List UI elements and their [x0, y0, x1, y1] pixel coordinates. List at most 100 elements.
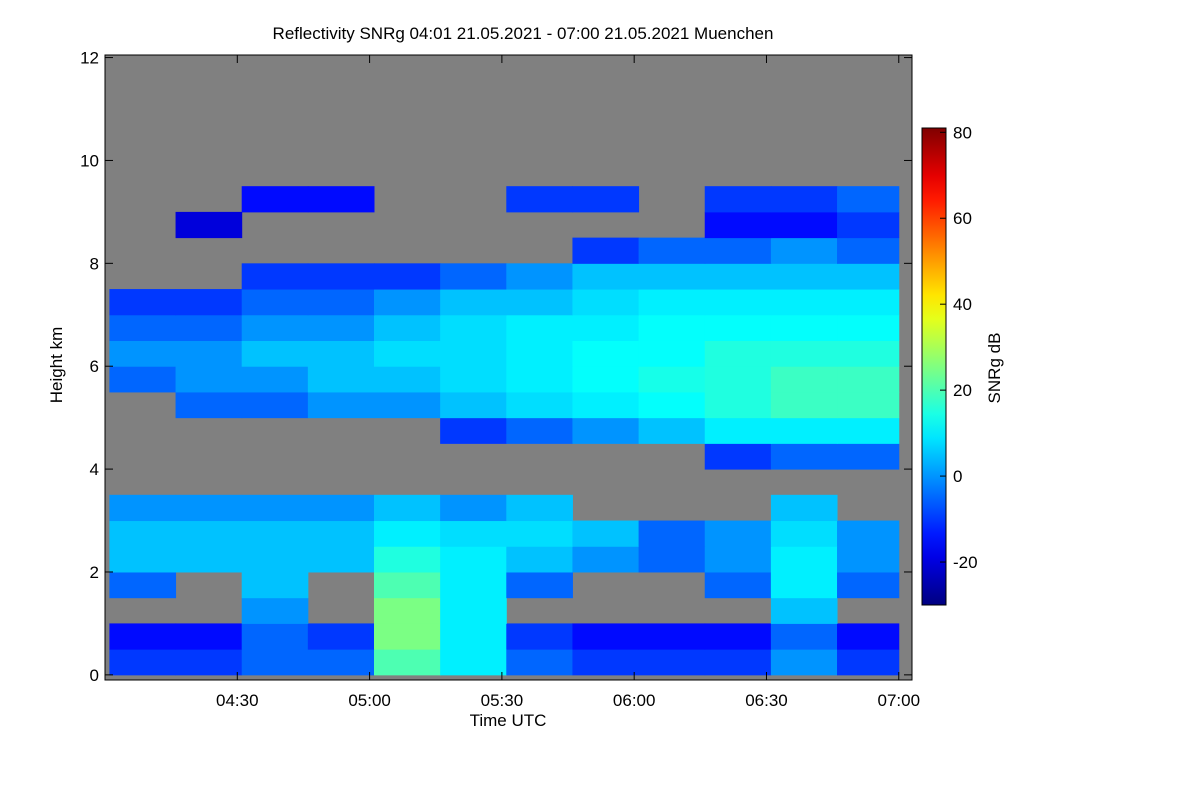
- colorbar-tick-label: 60: [953, 209, 972, 228]
- heatmap-cell: [572, 649, 640, 676]
- heatmap-cell: [704, 263, 772, 290]
- heatmap-cell: [241, 314, 309, 341]
- heatmap-cell: [109, 546, 177, 573]
- heatmap-cell: [506, 391, 573, 419]
- heatmap-cell: [374, 623, 441, 650]
- colorbar: [921, 127, 947, 606]
- heatmap-cell: [770, 263, 838, 290]
- heatmap-cell: [440, 314, 507, 341]
- heatmap-cell: [307, 494, 375, 522]
- heatmap-cell: [704, 211, 772, 239]
- heatmap-cell: [770, 186, 838, 213]
- heatmap-cell: [440, 520, 507, 547]
- heatmap-cell: [307, 623, 375, 650]
- heatmap-cell: [704, 546, 772, 573]
- heatmap-cell: [837, 417, 900, 444]
- heatmap-cell: [704, 289, 772, 316]
- heatmap-cell: [572, 366, 640, 393]
- heatmap-cell: [109, 314, 177, 341]
- heatmap-cell: [374, 597, 441, 624]
- heatmap-cell: [440, 391, 507, 419]
- heatmap-cell: [837, 443, 900, 470]
- y-tick-label: 4: [90, 460, 99, 479]
- heatmap-cell: [506, 494, 573, 522]
- heatmap-cell: [837, 366, 900, 393]
- heatmap-cell: [704, 520, 772, 547]
- heatmap-cell: [506, 186, 573, 213]
- heatmap-cell: [572, 546, 640, 573]
- heatmap-cell: [638, 623, 706, 650]
- x-tick-label: 05:00: [348, 691, 391, 710]
- heatmap-cell: [506, 649, 573, 676]
- heatmap-cell: [638, 340, 706, 367]
- heatmap-cell: [638, 366, 706, 393]
- heatmap-cell: [572, 417, 640, 444]
- heatmap-cell: [837, 546, 900, 573]
- heatmap-cell: [175, 340, 243, 367]
- heatmap-cell: [704, 186, 772, 213]
- heatmap-cell: [506, 314, 573, 341]
- heatmap-cell: [770, 546, 838, 573]
- heatmap-cell: [506, 520, 573, 547]
- heatmap-cell: [770, 237, 838, 264]
- heatmap-cell: [638, 391, 706, 419]
- heatmap-cell: [374, 494, 441, 522]
- heatmap-cell: [704, 237, 772, 264]
- heatmap-cell: [770, 366, 838, 393]
- heatmap-cell: [506, 263, 573, 290]
- heatmap-cell: [770, 520, 838, 547]
- heatmap-cell: [307, 366, 375, 393]
- heatmap-cell: [837, 186, 900, 213]
- heatmap-cell: [374, 520, 441, 547]
- y-tick-label: 6: [90, 357, 99, 376]
- heatmap-cell: [175, 211, 243, 239]
- heatmap-cell: [307, 391, 375, 419]
- heatmap-cell: [440, 417, 507, 444]
- heatmap-cell: [770, 391, 838, 419]
- heatmap-cell: [770, 211, 838, 239]
- heatmap-cell: [506, 417, 573, 444]
- heatmap-cell: [638, 263, 706, 290]
- y-tick-label: 10: [80, 151, 99, 170]
- heatmap-cell: [241, 494, 309, 522]
- heatmap-cell: [506, 571, 573, 599]
- heatmap-cell: [440, 546, 507, 573]
- colorbar-tick-label: 20: [953, 381, 972, 400]
- heatmap-cell: [374, 649, 441, 676]
- heatmap-cell: [109, 623, 177, 650]
- heatmap-cell: [307, 649, 375, 676]
- heatmap-cell: [241, 366, 309, 393]
- heatmap-cell: [506, 340, 573, 367]
- heatmap-cell: [572, 391, 640, 419]
- heatmap-cell: [374, 289, 441, 316]
- heatmap-cell: [241, 623, 309, 650]
- heatmap-cell: [638, 546, 706, 573]
- heatmap-cell: [175, 649, 243, 676]
- heatmap-cell: [175, 289, 243, 316]
- heatmap-cell: [307, 263, 375, 290]
- heatmap-cell: [506, 546, 573, 573]
- colorbar-tick-label: 0: [953, 467, 962, 486]
- heatmap-cell: [770, 623, 838, 650]
- x-tick-label: 04:30: [216, 691, 259, 710]
- heatmap-cell: [109, 366, 177, 393]
- heatmap-cell: [770, 314, 838, 341]
- heatmap-cell: [241, 520, 309, 547]
- heatmap-cell: [241, 571, 309, 599]
- heatmap-cell: [837, 391, 900, 419]
- heatmap-cell: [837, 340, 900, 367]
- heatmap-cell: [374, 546, 441, 573]
- heatmap-cell: [374, 314, 441, 341]
- heatmap-cell: [704, 443, 772, 470]
- y-tick-label: 0: [90, 666, 99, 685]
- heatmap-cell: [837, 623, 900, 650]
- heatmap-cell: [572, 289, 640, 316]
- y-axis-label: Height km: [47, 327, 66, 404]
- heatmap-cell: [241, 186, 309, 213]
- heatmap-cell: [506, 289, 573, 316]
- heatmap-cell: [109, 649, 177, 676]
- heatmap-cell: [770, 340, 838, 367]
- heatmap-cell: [572, 237, 640, 264]
